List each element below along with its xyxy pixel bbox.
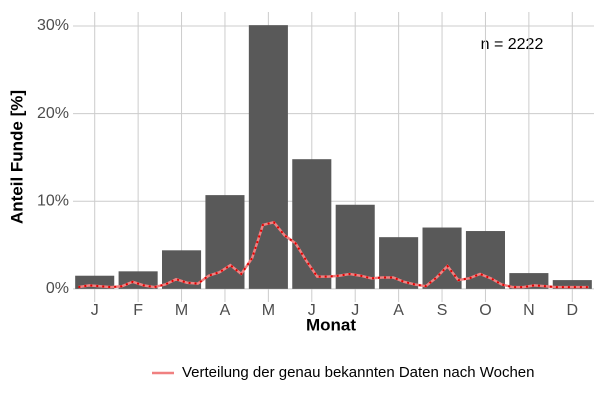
bar <box>465 231 505 289</box>
x-tick-label: J <box>308 302 316 319</box>
bar <box>379 237 419 289</box>
x-tick-label: J <box>91 302 99 319</box>
x-tick-label: A <box>393 302 404 319</box>
x-tick-label: N <box>523 302 535 319</box>
y-tick-label: 10% <box>37 192 69 209</box>
x-tick-label: M <box>175 302 188 319</box>
y-tick-label: 20% <box>37 105 69 122</box>
bar <box>422 227 462 289</box>
x-tick-label: M <box>262 302 275 319</box>
y-tick-label: 30% <box>37 17 69 34</box>
x-tick-label: D <box>567 302 579 319</box>
x-tick-label: S <box>437 302 448 319</box>
y-axis-label: Anteil Funde [%] <box>7 90 26 224</box>
x-tick-label: J <box>351 302 359 319</box>
legend-label: Verteilung der genau bekannten Daten nac… <box>182 364 535 381</box>
x-tick-label: O <box>479 302 491 319</box>
y-tick-label: 0% <box>46 280 69 297</box>
annotation: n = 2222 <box>481 36 544 53</box>
line-dashes <box>78 221 589 289</box>
bar <box>205 195 245 289</box>
bar <box>552 280 592 289</box>
x-tick-label: F <box>133 302 143 319</box>
x-tick-label: A <box>220 302 231 319</box>
x-axis-label: Monat <box>306 315 356 334</box>
